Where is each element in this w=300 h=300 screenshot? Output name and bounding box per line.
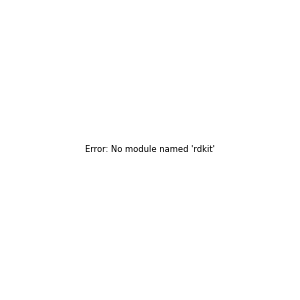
Text: Error: No module named 'rdkit': Error: No module named 'rdkit'	[85, 146, 215, 154]
